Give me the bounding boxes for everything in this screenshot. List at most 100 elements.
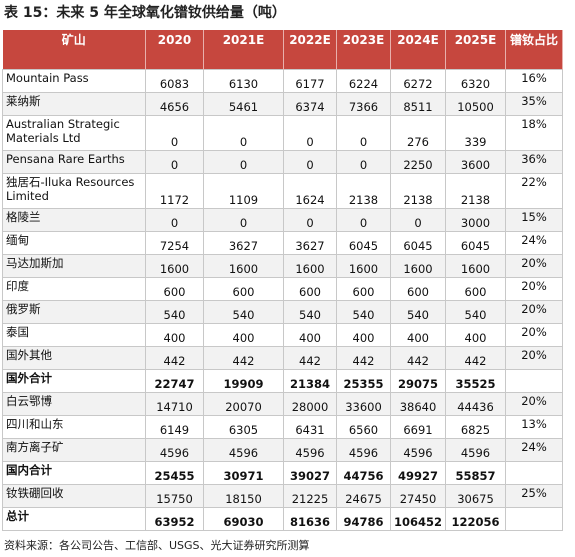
value-cell: 400: [445, 323, 506, 347]
value-cell: 540: [145, 300, 204, 324]
table-row: 马达加斯加 1600 1600 1600 1600 1600 1600 20%: [2, 254, 563, 278]
value-cell: 6431: [283, 415, 337, 439]
share-cell: 20%: [505, 300, 563, 324]
value-cell: 0: [145, 208, 204, 232]
value-cell: 3627: [283, 231, 337, 255]
value-cell: 1600: [283, 254, 337, 278]
value-cell: 35525: [445, 369, 506, 393]
value-cell: 18150: [203, 484, 284, 508]
value-cell: 1600: [145, 254, 204, 278]
value-cell: 6149: [145, 415, 204, 439]
value-cell: 6272: [390, 69, 446, 93]
value-cell: 39027: [283, 461, 337, 485]
source-note: 资料来源：各公司公告、工信部、USGS、光大证券研究所测算: [4, 539, 310, 552]
mine-name: 总计: [2, 507, 146, 531]
value-cell: 1624: [283, 173, 337, 209]
value-cell: 14710: [145, 392, 204, 416]
mine-name: 泰国: [2, 323, 146, 347]
value-cell: 400: [283, 323, 337, 347]
value-cell: 2138: [336, 173, 391, 209]
value-cell: 0: [203, 150, 284, 174]
value-cell: 8511: [390, 92, 446, 116]
mine-name: 独居石-Iluka Resources Limited: [2, 173, 146, 209]
value-cell: 1600: [390, 254, 446, 278]
value-cell: 0: [336, 150, 391, 174]
value-cell: 4596: [283, 438, 337, 462]
value-cell: 0: [336, 115, 391, 151]
value-cell: 442: [145, 346, 204, 370]
share-cell: 20%: [505, 323, 563, 347]
share-cell: 13%: [505, 415, 563, 439]
value-cell: 21225: [283, 484, 337, 508]
value-cell: 69030: [203, 507, 284, 531]
value-cell: 6560: [336, 415, 391, 439]
table-row: Mountain Pass 6083 6130 6177 6224 6272 6320 16%: [2, 69, 563, 93]
value-cell: 6045: [336, 231, 391, 255]
mine-name: Pensana Rare Earths: [2, 150, 146, 174]
table-row: 南方离子矿 4596 4596 4596 4596 4596 4596 24%: [2, 438, 563, 462]
mine-name: 印度: [2, 277, 146, 301]
value-cell: 6083: [145, 69, 204, 93]
value-cell: 22747: [145, 369, 204, 393]
value-cell: 30971: [203, 461, 284, 485]
value-cell: 2250: [390, 150, 446, 174]
value-cell: 339: [445, 115, 506, 151]
mine-name: 国外其他: [2, 346, 146, 370]
mine-name: 格陵兰: [2, 208, 146, 232]
value-cell: 1600: [203, 254, 284, 278]
value-cell: 0: [203, 115, 284, 151]
mine-name: 缅甸: [2, 231, 146, 255]
table-row: Pensana Rare Earths 0 0 0 0 2250 3600 36%: [2, 150, 563, 174]
value-cell: 6130: [203, 69, 284, 93]
table-row: 俄罗斯 540 540 540 540 540 540 20%: [2, 300, 563, 324]
value-cell: 0: [145, 115, 204, 151]
value-cell: 4596: [390, 438, 446, 462]
mine-name: 白云鄂博: [2, 392, 146, 416]
share-cell: 24%: [505, 438, 563, 462]
share-cell: 24%: [505, 231, 563, 255]
value-cell: 55857: [445, 461, 506, 485]
value-cell: 540: [336, 300, 391, 324]
header-cell: 2025E: [445, 30, 506, 70]
value-cell: 442: [336, 346, 391, 370]
value-cell: 6825: [445, 415, 506, 439]
value-cell: 1172: [145, 173, 204, 209]
table-row: 莱纳斯 4656 5461 6374 7366 8511 10500 35%: [2, 92, 563, 116]
value-cell: 540: [283, 300, 337, 324]
share-cell: 18%: [505, 115, 563, 151]
value-cell: 4656: [145, 92, 204, 116]
value-cell: 7254: [145, 231, 204, 255]
value-cell: 6045: [390, 231, 446, 255]
value-cell: 4596: [145, 438, 204, 462]
supply-table: 矿山 2020 2021E 2022E 2023E 2024E 2025E 镨钕占比 Moun…: [2, 30, 563, 531]
value-cell: 1600: [336, 254, 391, 278]
mine-name: 钕铁硼回收: [2, 484, 146, 508]
value-cell: 0: [283, 115, 337, 151]
table-body: Mountain Pass 6083 6130 6177 6224 6272 6320 16%…: [2, 69, 563, 531]
table-row: 国外合计 22747 19909 21384 25355 29075 35525: [2, 369, 563, 393]
value-cell: 5461: [203, 92, 284, 116]
share-cell: [505, 369, 563, 393]
share-cell: 22%: [505, 173, 563, 209]
value-cell: 3600: [445, 150, 506, 174]
table-row: 独居石-Iluka Resources Limited 1172 1109 1624 2…: [2, 173, 563, 209]
header-cell: 镨钕占比: [505, 30, 563, 70]
value-cell: 1109: [203, 173, 284, 209]
header-row: 矿山 2020 2021E 2022E 2023E 2024E 2025E 镨钕占比: [2, 30, 563, 70]
value-cell: 600: [390, 277, 446, 301]
table-row: 白云鄂博 14710 20070 28000 33600 38640 44436 20%: [2, 392, 563, 416]
value-cell: 25355: [336, 369, 391, 393]
value-cell: 6691: [390, 415, 446, 439]
value-cell: 6045: [445, 231, 506, 255]
mine-name: 四川和山东: [2, 415, 146, 439]
value-cell: 7366: [336, 92, 391, 116]
header-cell: 矿山: [2, 30, 146, 70]
value-cell: 442: [203, 346, 284, 370]
value-cell: 400: [336, 323, 391, 347]
table-row: 总计 63952 69030 81636 94786 106452 122056: [2, 507, 563, 531]
share-cell: 35%: [505, 92, 563, 116]
value-cell: 6320: [445, 69, 506, 93]
value-cell: 28000: [283, 392, 337, 416]
table-title: 表 15：未来 5 年全球氧化镨钕供给量（吨）: [4, 5, 286, 21]
share-cell: [505, 461, 563, 485]
